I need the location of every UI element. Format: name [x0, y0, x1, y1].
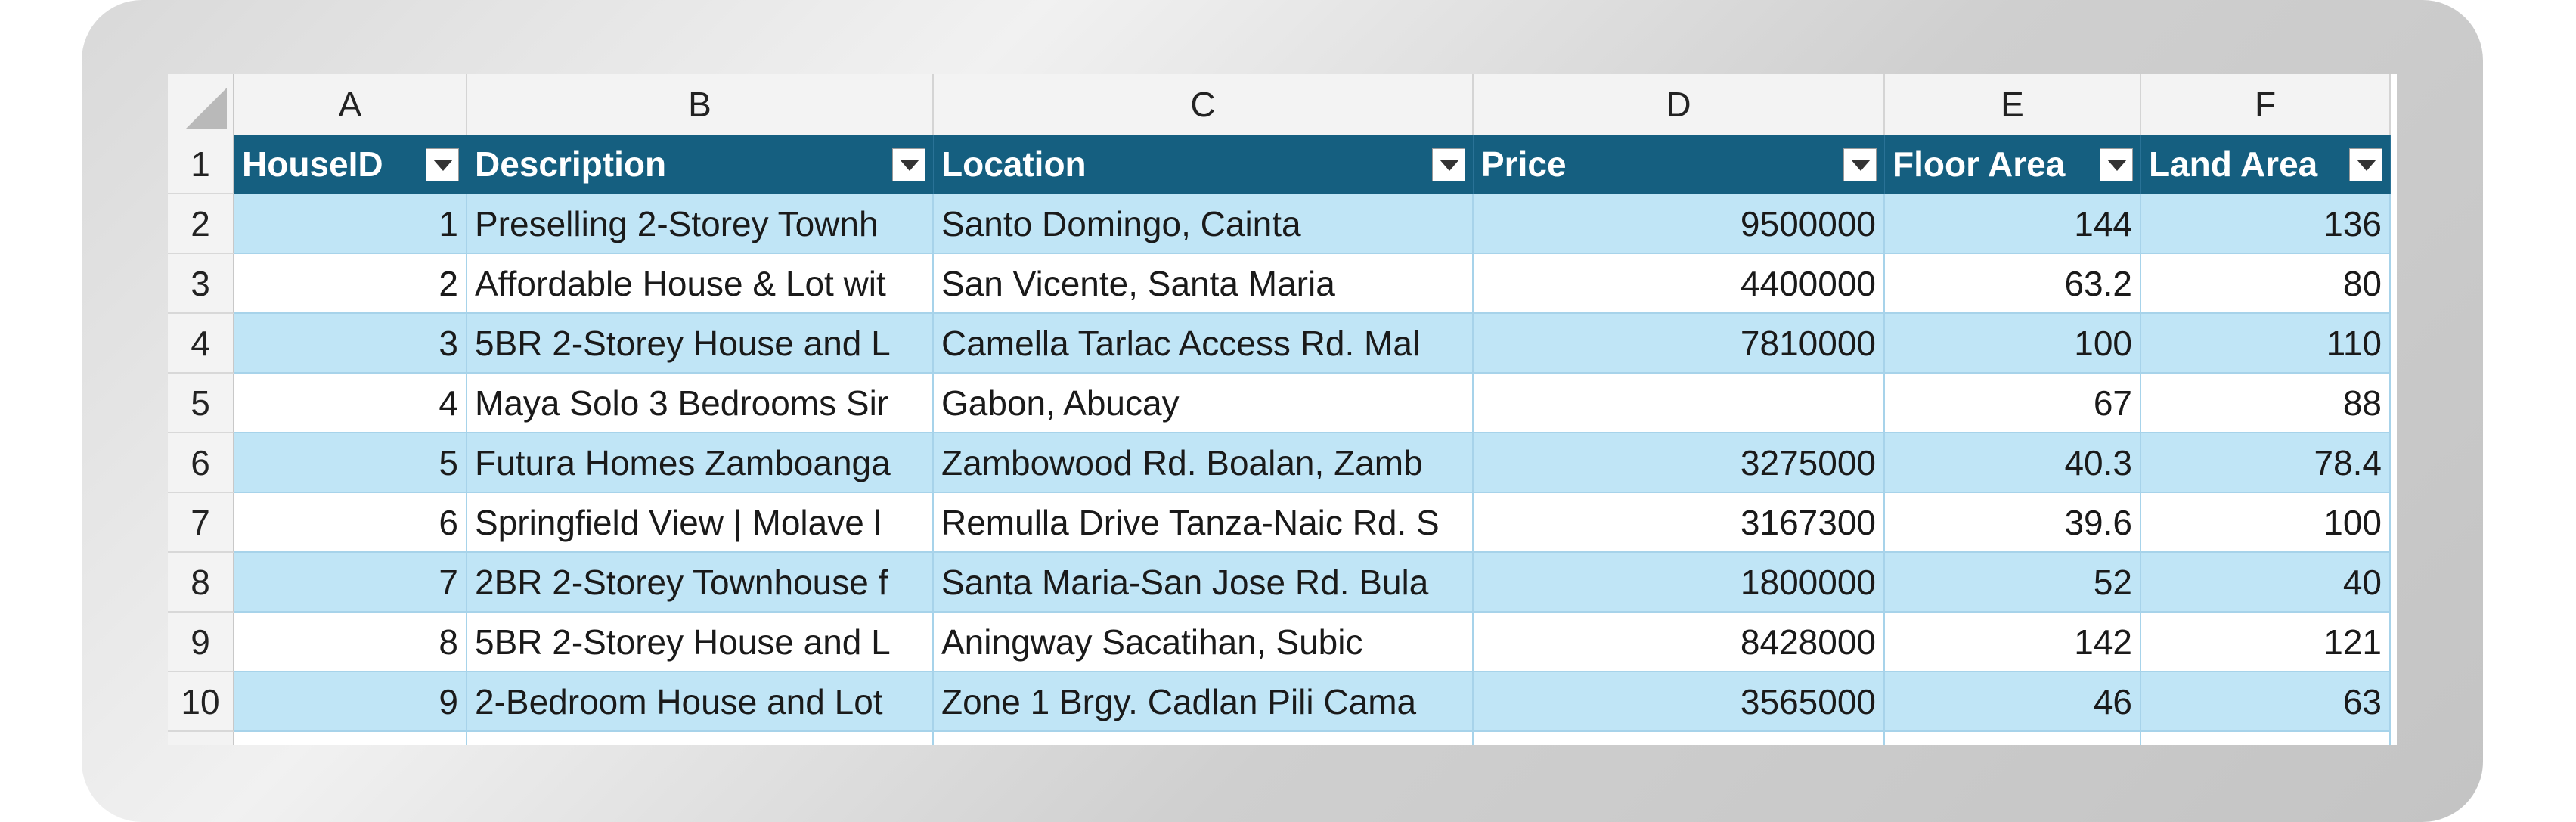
table-cell[interactable]: 136: [2141, 194, 2391, 254]
table-cell[interactable]: Gabon, Abucay: [934, 374, 1474, 433]
table-cell[interactable]: 46: [1885, 672, 2141, 732]
table-cell[interactable]: Zone 1 Brgy. Cadlan Pili Cama: [934, 672, 1474, 732]
table-cell[interactable]: San Vicente, Santa Maria: [934, 254, 1474, 314]
select-all-corner[interactable]: [168, 74, 234, 135]
table-cell[interactable]: [1474, 374, 1885, 433]
table-cell-partial: [1474, 732, 1885, 745]
row-header-9[interactable]: 9: [168, 613, 234, 672]
row-header-7[interactable]: 7: [168, 493, 234, 553]
row-header-6[interactable]: 6: [168, 433, 234, 493]
table-header-label: HouseID: [242, 144, 383, 184]
select-all-icon: [186, 88, 227, 129]
table-cell[interactable]: Zambowood Rd. Boalan, Zamb: [934, 433, 1474, 493]
table-cell[interactable]: 40: [2141, 553, 2391, 613]
table-cell[interactable]: 2BR 2-Storey Townhouse f: [467, 553, 934, 613]
row-header-partial: [168, 732, 234, 745]
table-cell[interactable]: 144: [1885, 194, 2141, 254]
table-cell-partial: [934, 732, 1474, 745]
table-cell[interactable]: 3: [234, 314, 467, 374]
table-cell[interactable]: Aningway Sacatihan, Subic: [934, 613, 1474, 672]
table-header-label: Location: [941, 144, 1087, 184]
table-cell[interactable]: 39.6: [1885, 493, 2141, 553]
table-cell[interactable]: Remulla Drive Tanza-Naic Rd. S: [934, 493, 1474, 553]
table-cell-partial: [1885, 732, 2141, 745]
row-header-1[interactable]: 1: [168, 135, 234, 194]
table-cell[interactable]: 3565000: [1474, 672, 1885, 732]
table-cell[interactable]: 110: [2141, 314, 2391, 374]
table-cell[interactable]: 121: [2141, 613, 2391, 672]
table-cell[interactable]: 40.3: [1885, 433, 2141, 493]
table-cell-partial: [467, 732, 934, 745]
table-cell[interactable]: 52: [1885, 553, 2141, 613]
table-cell[interactable]: 67: [1885, 374, 2141, 433]
table-header-label: Land Area: [2149, 144, 2318, 184]
table-cell[interactable]: 142: [1885, 613, 2141, 672]
table-cell-partial: [234, 732, 467, 745]
table-cell[interactable]: 4400000: [1474, 254, 1885, 314]
table-header-label: Price: [1481, 144, 1567, 184]
filter-dropdown-icon[interactable]: [426, 148, 459, 181]
table-cell[interactable]: 3167300: [1474, 493, 1885, 553]
row-header-8[interactable]: 8: [168, 553, 234, 613]
table-cell[interactable]: 2: [234, 254, 467, 314]
spreadsheet-grid: A B C D E F 1 HouseID Description Location Price Fl…: [168, 74, 2397, 745]
table-cell[interactable]: Santo Domingo, Cainta: [934, 194, 1474, 254]
table-cell[interactable]: 4: [234, 374, 467, 433]
table-cell[interactable]: 100: [1885, 314, 2141, 374]
table-cell[interactable]: Preselling 2-Storey Townh: [467, 194, 934, 254]
table-cell[interactable]: Maya Solo 3 Bedrooms Sir: [467, 374, 934, 433]
table-header-houseid[interactable]: HouseID: [234, 135, 467, 194]
table-cell[interactable]: 9: [234, 672, 467, 732]
table-cell-partial: [2141, 732, 2391, 745]
table-cell[interactable]: 8428000: [1474, 613, 1885, 672]
table-cell[interactable]: 2-Bedroom House and Lot: [467, 672, 934, 732]
table-cell[interactable]: 5BR 2-Storey House and L: [467, 613, 934, 672]
table-cell[interactable]: 63.2: [1885, 254, 2141, 314]
table-cell[interactable]: 6: [234, 493, 467, 553]
table-cell[interactable]: Affordable House & Lot wit: [467, 254, 934, 314]
filter-dropdown-icon[interactable]: [1843, 148, 1877, 181]
column-header-a[interactable]: A: [234, 74, 467, 135]
table-cell[interactable]: 8: [234, 613, 467, 672]
table-cell[interactable]: Camella Tarlac Access Rd. Mal: [934, 314, 1474, 374]
column-header-b[interactable]: B: [467, 74, 934, 135]
row-header-4[interactable]: 4: [168, 314, 234, 374]
column-header-c[interactable]: C: [934, 74, 1474, 135]
row-header-3[interactable]: 3: [168, 254, 234, 314]
table-header-description[interactable]: Description: [467, 135, 934, 194]
table-header-land-area[interactable]: Land Area: [2141, 135, 2391, 194]
row-header-5[interactable]: 5: [168, 374, 234, 433]
table-cell[interactable]: 5BR 2-Storey House and L: [467, 314, 934, 374]
row-header-2[interactable]: 2: [168, 194, 234, 254]
table-cell[interactable]: 100: [2141, 493, 2391, 553]
column-header-e[interactable]: E: [1885, 74, 2141, 135]
table-cell[interactable]: 1: [234, 194, 467, 254]
table-cell[interactable]: 63: [2141, 672, 2391, 732]
table-header-location[interactable]: Location: [934, 135, 1474, 194]
table-cell[interactable]: 7: [234, 553, 467, 613]
table-cell[interactable]: 88: [2141, 374, 2391, 433]
table-cell[interactable]: 7810000: [1474, 314, 1885, 374]
table-header-price[interactable]: Price: [1474, 135, 1885, 194]
table-cell[interactable]: 78.4: [2141, 433, 2391, 493]
table-cell[interactable]: 5: [234, 433, 467, 493]
filter-dropdown-icon[interactable]: [2100, 148, 2133, 181]
filter-dropdown-icon[interactable]: [2349, 148, 2382, 181]
table-cell[interactable]: Springfield View | Molave l: [467, 493, 934, 553]
table-header-label: Floor Area: [1892, 144, 2066, 184]
table-header-floor-area[interactable]: Floor Area: [1885, 135, 2141, 194]
column-header-d[interactable]: D: [1474, 74, 1885, 135]
table-cell[interactable]: Futura Homes Zamboanga: [467, 433, 934, 493]
table-cell[interactable]: 80: [2141, 254, 2391, 314]
table-cell[interactable]: 9500000: [1474, 194, 1885, 254]
filter-dropdown-icon[interactable]: [1432, 148, 1465, 181]
table-cell[interactable]: 3275000: [1474, 433, 1885, 493]
filter-dropdown-icon[interactable]: [892, 148, 925, 181]
row-header-10[interactable]: 10: [168, 672, 234, 732]
table-header-label: Description: [475, 144, 667, 184]
column-header-f[interactable]: F: [2141, 74, 2391, 135]
table-cell[interactable]: 1800000: [1474, 553, 1885, 613]
table-cell[interactable]: Santa Maria-San Jose Rd. Bula: [934, 553, 1474, 613]
